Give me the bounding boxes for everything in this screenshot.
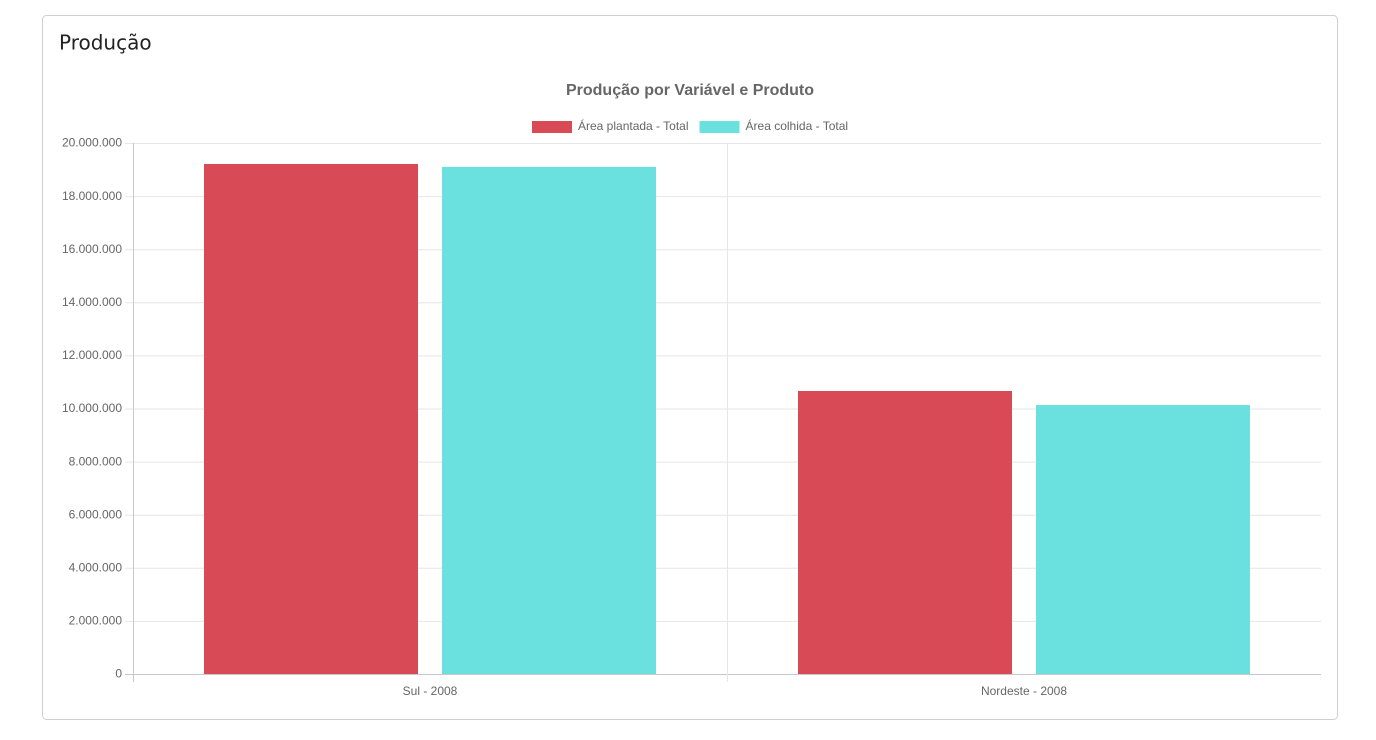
y-tick-label: 12.000.000 [62,348,122,362]
chart-title: Produção por Variável e Produto [566,82,814,99]
legend-swatch [699,121,740,133]
y-tick-label: 14.000.000 [62,295,122,309]
y-tick-label: 8.000.000 [69,454,123,468]
y-tick-label: 6.000.000 [69,507,123,521]
bar [204,163,418,675]
y-tick-label: 2.000.000 [69,614,123,628]
y-tick-label: 16.000.000 [62,242,122,256]
y-tick-label: 4.000.000 [69,560,123,574]
bar [1036,405,1250,674]
card-title: Produção [59,31,152,55]
x-tick-label: Nordeste - 2008 [981,684,1067,698]
bar [442,166,656,674]
y-tick-label: 18.000.000 [62,189,122,203]
x-tick-label: Sul - 2008 [403,684,458,698]
legend-label: Área colhida - Total [746,118,849,133]
y-tick-label: 20.000.000 [62,136,122,150]
bar [798,390,1012,674]
legend-label: Área plantada - Total [578,118,689,133]
y-tick-label: 0 [115,667,122,681]
y-tick-label: 10.000.000 [62,401,122,415]
legend-swatch [532,121,572,133]
